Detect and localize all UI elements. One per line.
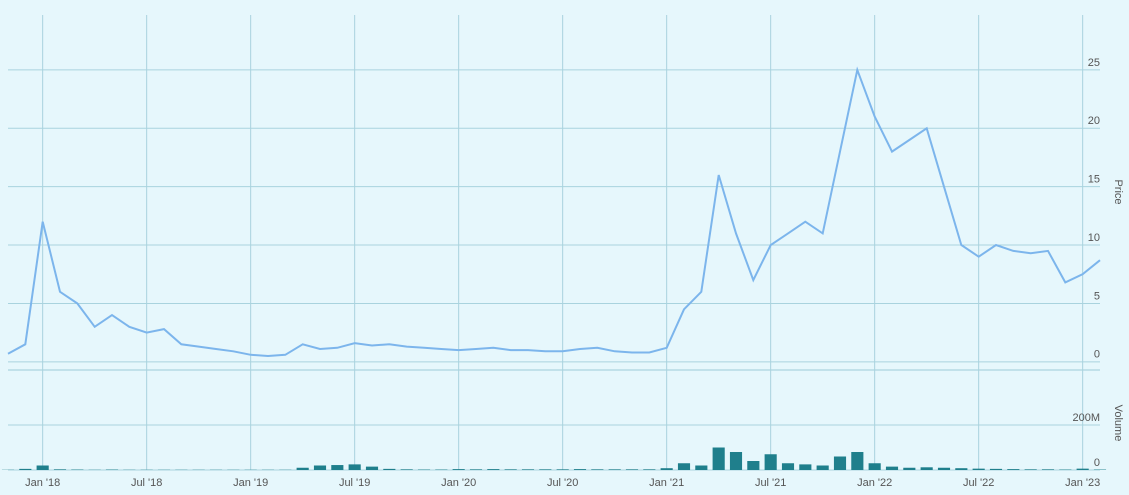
volume-bar	[331, 465, 344, 470]
volume-bar	[799, 464, 812, 470]
volume-bar	[1007, 469, 1020, 470]
volume-bar	[903, 467, 916, 470]
x-tick-label: Jul '20	[547, 477, 578, 489]
x-tick-label: Jan '22	[857, 477, 892, 489]
volume-bar	[625, 469, 639, 470]
volume-bar	[348, 464, 361, 470]
x-tick-label: Jul '21	[755, 477, 786, 489]
volume-bar	[833, 456, 847, 470]
y-tick-label: 10	[1088, 232, 1100, 244]
volume-bar	[729, 452, 743, 470]
volume-bar	[487, 469, 500, 470]
volume-bar	[955, 468, 968, 470]
y-tick-label: 25	[1088, 57, 1100, 69]
volume-bar	[608, 469, 621, 470]
x-tick-label: Jan '20	[441, 477, 476, 489]
volume-bar	[296, 467, 309, 470]
volume-bar	[1041, 469, 1055, 470]
volume-bar	[504, 469, 517, 470]
volume-bar	[695, 465, 708, 470]
volume-bar	[313, 465, 327, 470]
volume-bar	[53, 469, 67, 470]
volume-bar	[1024, 469, 1037, 470]
volume-bar	[365, 466, 379, 470]
volume-bar	[972, 468, 985, 470]
volume-bar	[660, 468, 673, 470]
y-tick-label: 0	[1094, 457, 1100, 469]
volume-bar	[383, 468, 396, 470]
x-tick-label: Jan '18	[25, 477, 60, 489]
y-tick-label: 200M	[1072, 412, 1100, 424]
volume-bar	[920, 467, 933, 470]
x-tick-label: Jul '19	[339, 477, 370, 489]
volume-bar	[885, 466, 899, 470]
volume-bar	[539, 469, 552, 470]
volume-bar	[643, 469, 656, 470]
y-tick-label: 15	[1088, 174, 1100, 186]
volume-bar	[937, 467, 951, 470]
volume-bar	[816, 465, 829, 470]
volume-bar	[452, 469, 465, 470]
volume-bar	[989, 468, 1003, 470]
y-tick-label: 20	[1088, 115, 1100, 127]
volume-bar	[573, 469, 587, 470]
x-tick-label: Jul '22	[963, 477, 994, 489]
volume-bar	[868, 463, 881, 470]
volume-bar	[781, 463, 795, 470]
volume-bar	[19, 468, 32, 470]
volume-bar	[747, 461, 760, 470]
price-axis-title: Price	[1112, 179, 1124, 204]
volume-bar	[469, 469, 483, 470]
volume-bar	[1076, 468, 1089, 470]
volume-bar	[400, 469, 413, 470]
volume-bar	[764, 454, 777, 470]
volume-bar	[521, 469, 535, 470]
volume-bar	[556, 469, 569, 470]
volume-bar	[851, 452, 864, 470]
y-tick-label: 0	[1094, 349, 1100, 361]
volume-axis-title: Volume	[1112, 405, 1124, 442]
volume-bar	[36, 465, 49, 470]
y-tick-label: 5	[1094, 290, 1100, 302]
price-line	[7, 66, 1101, 358]
volume-bar	[712, 447, 725, 470]
x-tick-label: Jan '19	[233, 477, 268, 489]
x-tick-label: Jul '18	[131, 477, 162, 489]
volume-bar	[677, 463, 691, 470]
x-tick-label: Jan '23	[1065, 477, 1100, 489]
volume-bar	[591, 469, 604, 470]
x-tick-label: Jan '21	[649, 477, 684, 489]
